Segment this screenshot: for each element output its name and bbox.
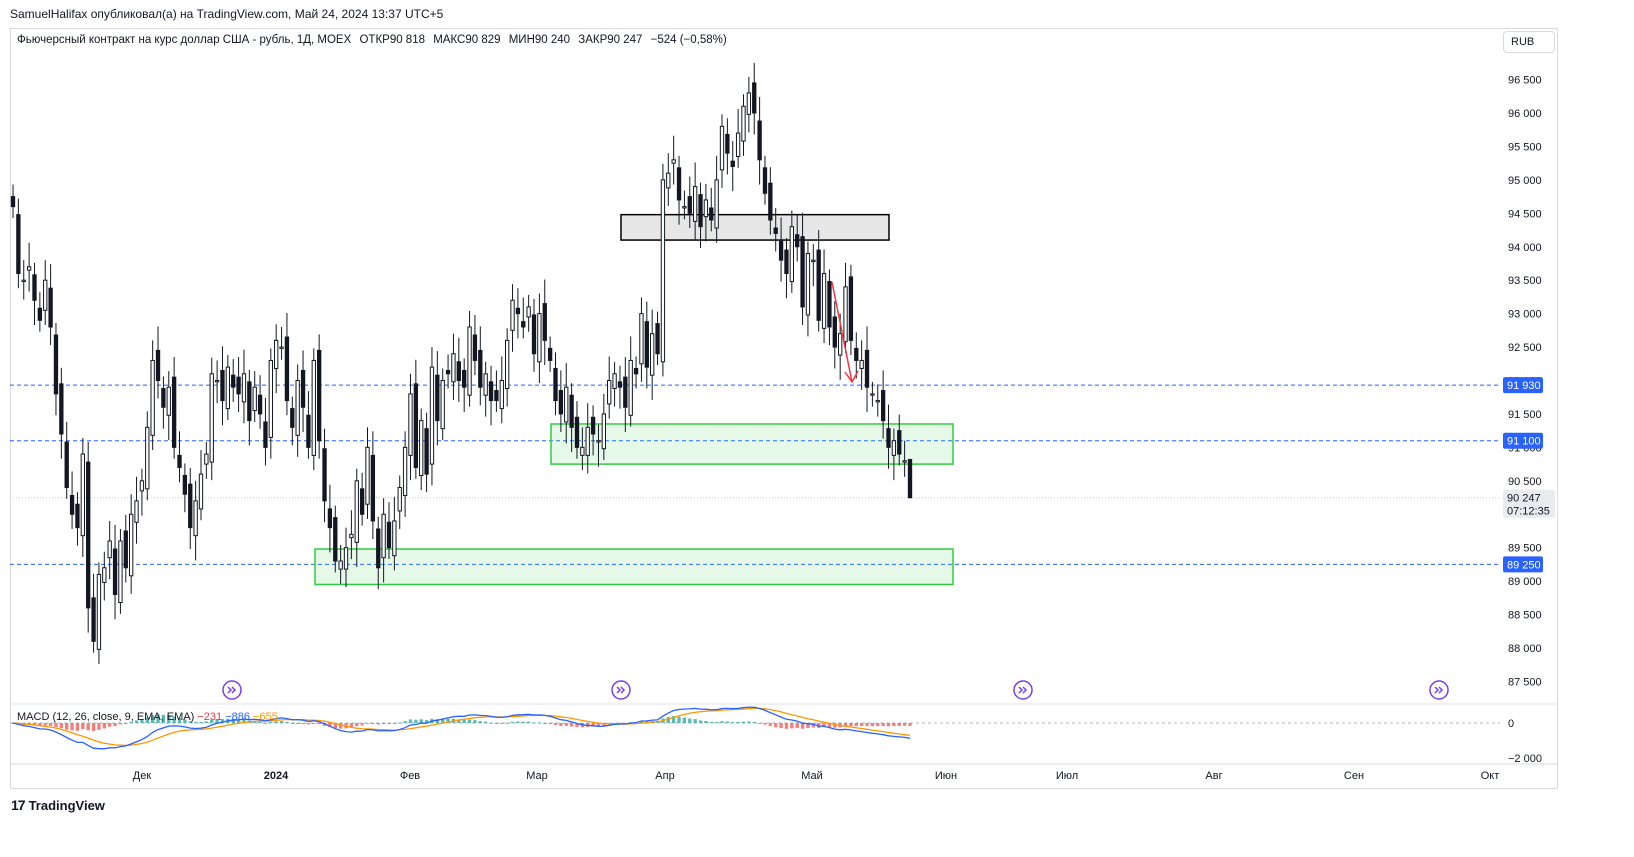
tradingview-logo-icon: 17 bbox=[11, 797, 26, 813]
tradingview-brand[interactable]: 17 TradingView bbox=[11, 797, 105, 813]
currency-button[interactable]: RUB bbox=[1503, 31, 1555, 53]
macd-legend: MACD (12, 26, close, 9, EMA, EMA) −231 −… bbox=[17, 711, 278, 723]
chart-frame bbox=[10, 28, 1558, 789]
ohlc-close: ЗАКР90 247 bbox=[578, 34, 643, 46]
ohlc-low: МИН90 240 bbox=[508, 34, 571, 46]
publisher-line: SamuelHalifax опубликовал(а) на TradingV… bbox=[10, 7, 444, 21]
ohlc-high: МАКС90 829 bbox=[433, 34, 501, 46]
macd-hist-value: −231 bbox=[197, 711, 223, 723]
ohlc-change: −524 (−0,58%) bbox=[650, 34, 727, 46]
symbol-title[interactable]: Фьючерсный контракт на курс доллар США -… bbox=[17, 34, 352, 46]
macd-title[interactable]: MACD (12, 26, close, 9, EMA, EMA) bbox=[17, 711, 195, 723]
macd-signal-value: −655 bbox=[253, 711, 278, 723]
symbol-info: Фьючерсный контракт на курс доллар США -… bbox=[17, 34, 732, 46]
ohlc-open: ОТКР90 818 bbox=[359, 34, 425, 46]
macd-line-value: −886 bbox=[225, 711, 250, 723]
brand-label: TradingView bbox=[28, 797, 105, 813]
